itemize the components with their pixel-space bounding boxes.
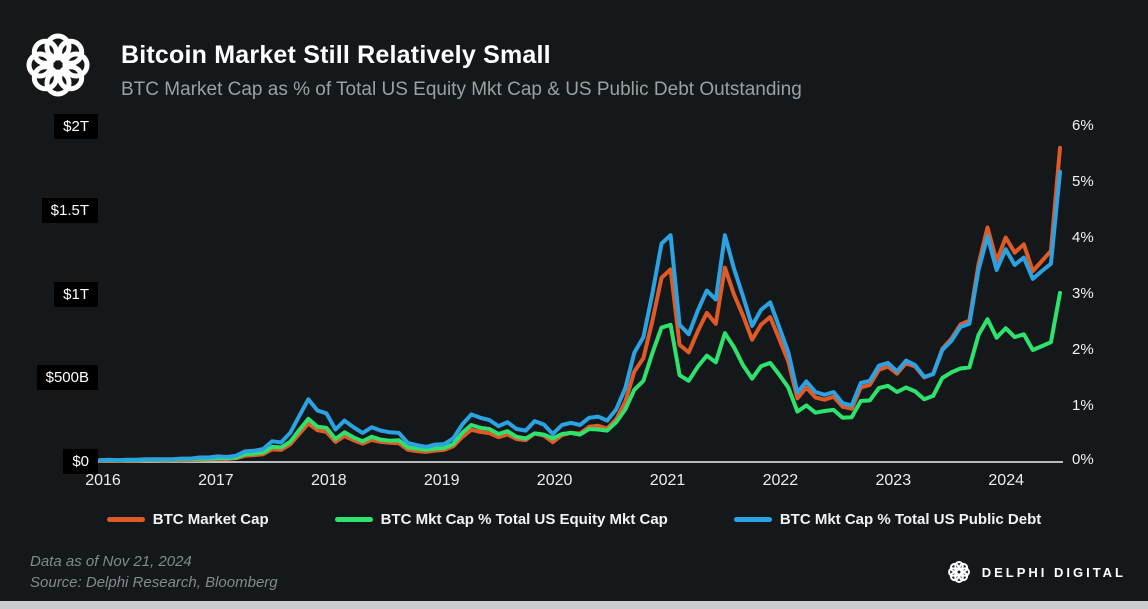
page-title: Bitcoin Market Still Relatively Small: [121, 41, 551, 69]
brand-lockup: DELPHI DIGITAL: [946, 559, 1126, 585]
chart-legend: BTC Market Cap BTC Mkt Cap % Total US Equ…: [0, 511, 1148, 528]
legend-label: BTC Market Cap: [152, 511, 269, 528]
left-axis-usd: $2T $1.5T $1T $500B $0: [0, 0, 100, 500]
bottom-strip: [0, 601, 1148, 609]
data-as-of-note: Data as of Nov 21, 2024: [30, 553, 192, 570]
right-axis-tick: 0%: [1072, 451, 1094, 468]
legend-item: BTC Mkt Cap % Total US Public Debt: [733, 511, 1042, 528]
left-axis-tick: $2T: [54, 114, 98, 139]
left-axis-tick: $1.5T: [41, 197, 98, 223]
delphi-knot-logo-icon: [26, 33, 90, 97]
x-axis-tick: 2023: [875, 472, 912, 489]
legend-label: BTC Mkt Cap % Total US Equity Mkt Cap: [380, 511, 668, 528]
right-axis-tick: 6%: [1072, 117, 1094, 134]
legend-swatch-icon: [733, 517, 772, 522]
line-btc-mkt-cap-total-us-equity-mkt-cap: [98, 290, 1062, 463]
right-axis-tick: 3%: [1072, 285, 1094, 302]
x-axis-tick: 2017: [198, 472, 234, 489]
legend-item: BTC Mkt Cap % Total US Equity Mkt Cap: [334, 511, 668, 528]
x-axis-tick: 2018: [311, 472, 347, 489]
delphi-knot-small-icon: [947, 561, 970, 583]
legend-swatch-icon: [334, 517, 373, 522]
left-axis-tick: $1T: [54, 281, 98, 307]
right-axis-tick: 2%: [1072, 341, 1094, 358]
x-axis-tick: 2021: [649, 472, 686, 489]
right-axis-tick: 5%: [1072, 173, 1094, 190]
page-subtitle: BTC Market Cap as % of Total US Equity M…: [121, 79, 802, 100]
source-note: Source: Delphi Research, Bloomberg: [30, 574, 278, 591]
right-axis-tick: 1%: [1072, 397, 1094, 414]
x-axis-tick: 2022: [762, 472, 799, 489]
footer: Data as of Nov 21, 2024 Source: Delphi R…: [30, 551, 278, 593]
right-axis-tick: 4%: [1072, 229, 1094, 246]
right-axis-percent: 6% 5% 4% 3% 2% 1% 0%: [1072, 0, 1142, 500]
line-btc-mkt-cap-total-us-public-debt: [98, 169, 1062, 463]
left-axis-tick: $0: [63, 449, 98, 474]
x-axis-tick: 2024: [988, 472, 1024, 489]
x-axis-years: 2016 2017 2018 2019 2020 2021 2022 2023 2024: [85, 472, 1024, 489]
x-axis-tick: 2019: [423, 472, 460, 489]
x-axis-tick: 2020: [536, 472, 573, 489]
legend-swatch-icon: [106, 517, 145, 522]
legend-label: BTC Mkt Cap % Total US Public Debt: [779, 511, 1042, 528]
left-axis-tick: $500B: [36, 365, 98, 391]
legend-item: BTC Market Cap: [106, 511, 269, 528]
x-axis-tick: 2016: [85, 472, 121, 489]
brand-wordmark: DELPHI DIGITAL: [981, 564, 1126, 580]
header: Bitcoin Market Still Relatively Small BT…: [121, 41, 802, 101]
